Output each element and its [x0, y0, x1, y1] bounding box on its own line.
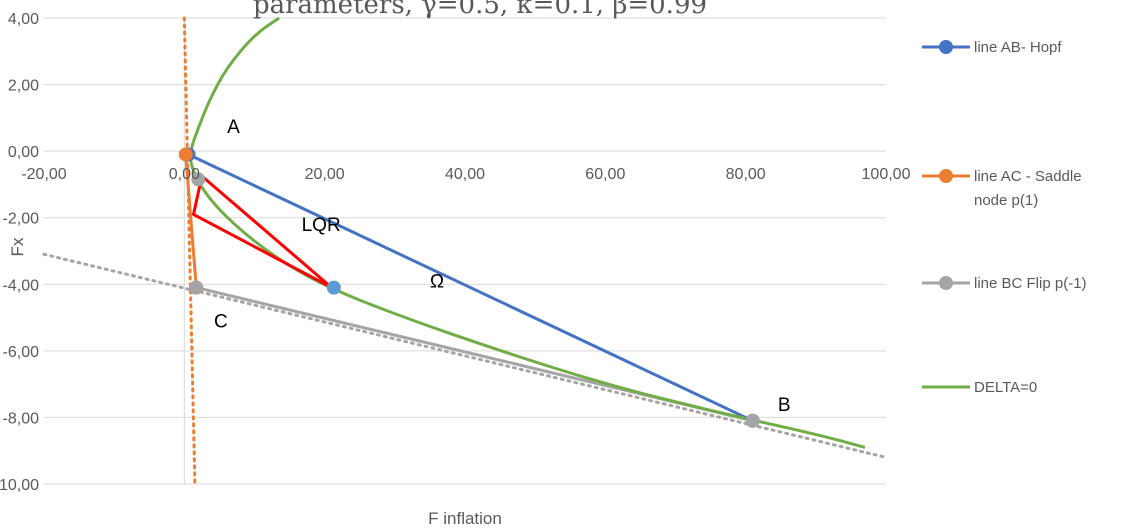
y-tick-label: 0,00 [8, 144, 39, 161]
y-tick-label: -10,00 [0, 477, 39, 494]
x-tick-label: 40,00 [445, 166, 485, 183]
trendline [42, 252, 888, 459]
y-tick-label: 4,00 [8, 11, 39, 28]
series-lines [184, 16, 866, 449]
legend-marker [939, 276, 953, 290]
legend-marker [939, 169, 953, 183]
y-tick-label: -8,00 [3, 410, 40, 427]
legend-label-line: line AC - Saddle [974, 168, 1082, 185]
trend-lines [42, 16, 888, 486]
y-tick-label: -4,00 [3, 277, 40, 294]
x-tick-label: 20,00 [305, 166, 345, 183]
chart-title: parameters, γ=0.5, κ=0.1, β=0.99 [253, 0, 707, 20]
y-tick-label: -6,00 [3, 344, 40, 361]
annotation-label: A [227, 117, 240, 138]
annotations: A LQR Ω C B [214, 117, 791, 416]
trendline [182, 16, 197, 486]
lqr-triangle-group [192, 174, 334, 290]
x-tick-label: 100,00 [862, 166, 911, 183]
y-tick-label: -2,00 [3, 211, 40, 228]
data-point [326, 280, 341, 295]
series-line [189, 16, 866, 449]
x-tick-label: 0,00 [169, 166, 200, 183]
annotation-label: Ω [430, 272, 444, 293]
lqr-triangle [192, 174, 334, 290]
legend-label: line BC Flip p(-1) [974, 275, 1087, 292]
data-point [745, 413, 760, 428]
legend-marker [939, 40, 953, 54]
x-tick-label: 80,00 [726, 166, 766, 183]
data-point [191, 172, 206, 187]
x-tick-label: 60,00 [585, 166, 625, 183]
annotation-label: B [778, 395, 791, 416]
annotation-label: LQR [302, 215, 341, 236]
legend-label: DELTA=0 [974, 379, 1037, 396]
markers [178, 147, 760, 428]
data-point [189, 280, 204, 295]
series-line [184, 154, 198, 288]
annotation-label: C [214, 312, 228, 333]
tick-labels: 4,00 2,00 0,00 -2,00 -4,00 -6,00 -8,00 -10,00 -2… [0, 11, 911, 494]
x-tick-label: -20,00 [21, 166, 66, 183]
y-axis-title: Fx [8, 237, 27, 256]
legend-label-line: node p(1) [974, 192, 1038, 209]
legend-label: line AC - Saddle node p(1) [974, 168, 1082, 209]
series-line [187, 153, 754, 423]
y-tick-label: 2,00 [8, 78, 39, 95]
legend-label: line AB- Hopf [974, 39, 1062, 56]
data-point [178, 147, 193, 162]
x-axis-title: F inflation [428, 509, 502, 528]
